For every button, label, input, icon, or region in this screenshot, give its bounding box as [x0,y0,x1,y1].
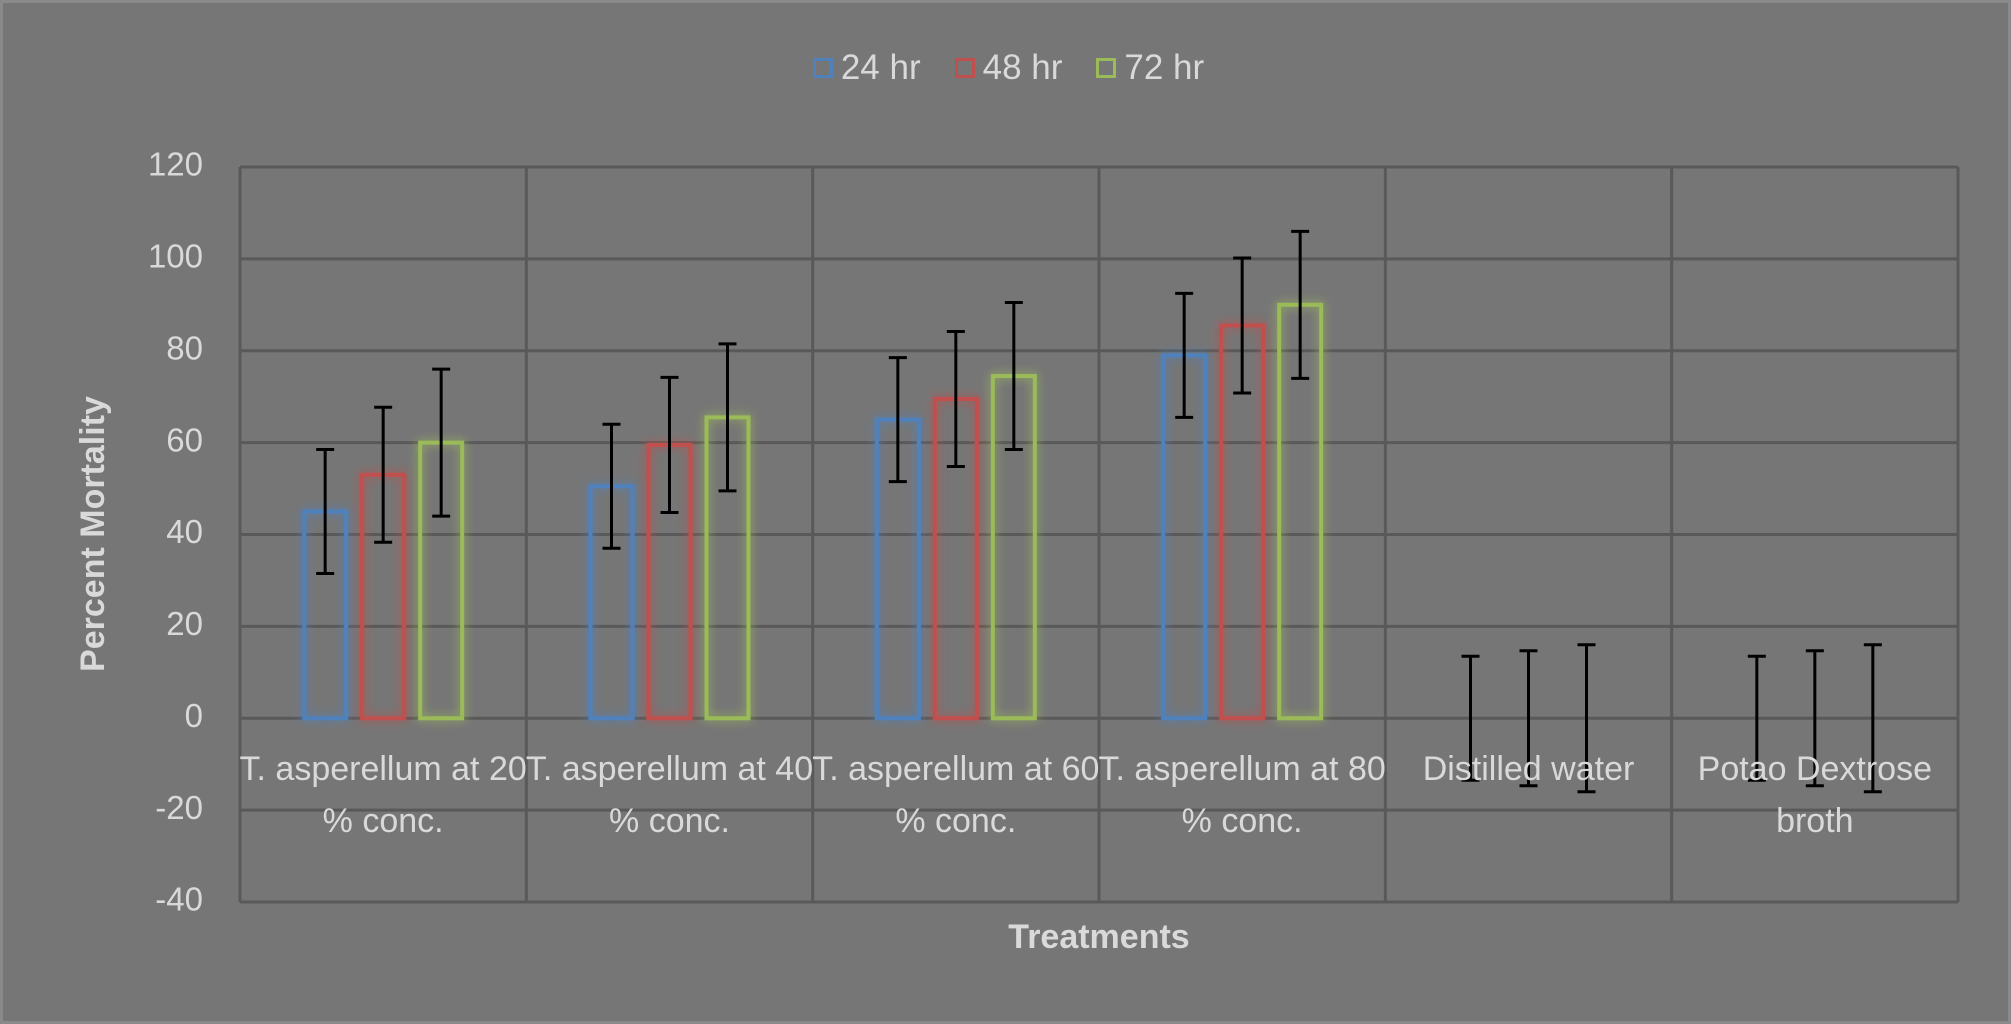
error-bar [602,422,621,550]
legend-label: 72 hr [1124,48,1205,87]
error-bar [660,375,679,514]
x-tick-label: T. asperellum at 60 % conc. [812,750,1100,841]
y-axis-label: Percent Mortality [74,396,112,672]
y-tick-label: -20 [155,789,203,826]
chart: Treatments Percent Mortality -40 -20 0 20 40… [74,146,1960,956]
error-bar [1863,643,1882,794]
legend-item: 72 hr [1096,48,1204,88]
y-tick-label: 40 [166,513,203,550]
error-bar [1233,256,1252,395]
y-tick-label: 60 [166,421,203,458]
error-bar [1175,291,1194,419]
legend-swatch [812,58,833,78]
x-tick-label: Potao Dextrose broth [1697,750,1932,841]
error-bar [718,342,737,493]
error-bar [946,329,965,469]
y-tick-label: 20 [166,605,203,642]
x-tick-label: Distilled water [1422,750,1635,789]
y-tick-label: 80 [166,329,203,366]
error-bar [1577,643,1596,794]
legend: 24 hr 48 hr 72 hr [3,48,2008,88]
legend-label: 48 hr [982,48,1063,87]
error-bar [1747,654,1766,782]
legend-item: 48 hr [954,48,1063,88]
error-bar [888,356,907,484]
error-bar [1291,229,1310,380]
x-tick-label: T. asperellum at 80 % conc. [1098,750,1386,841]
error-bar [1805,649,1824,788]
error-bar [1461,654,1480,782]
legend-item: 24 hr [812,48,921,88]
x-tick-label: T. asperellum at 20 % conc. [239,750,527,841]
y-tick-label: 100 [148,238,203,275]
y-tick-label: 0 [185,697,203,734]
y-tick-label: 120 [148,146,203,183]
error-bar [432,367,451,518]
legend-swatch [954,58,975,78]
x-axis-label: Treatments [1008,918,1189,956]
error-bar [316,448,335,576]
x-tick-label: T. asperellum at 40 % conc. [525,750,814,841]
error-bar [1004,301,1023,452]
legend-swatch [1096,58,1117,78]
legend-label: 24 hr [840,48,921,87]
error-bar [374,405,393,544]
y-tick-label: -40 [155,881,203,918]
error-bar [1519,649,1538,788]
